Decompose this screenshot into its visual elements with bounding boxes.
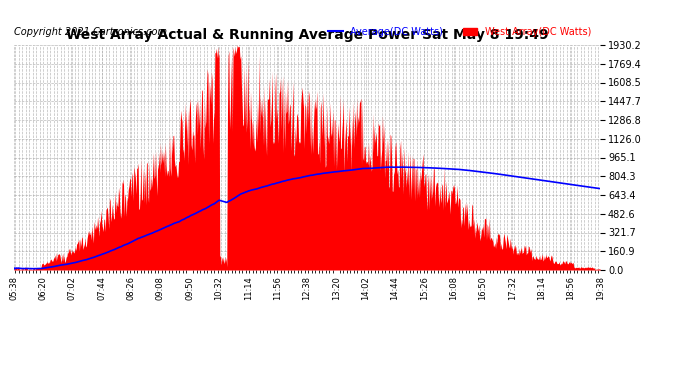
Title: West Array Actual & Running Average Power Sat May 8 19:49: West Array Actual & Running Average Powe… [66, 28, 549, 42]
Text: Copyright 2021 Cartronics.com: Copyright 2021 Cartronics.com [14, 27, 167, 37]
Legend: Average(DC Watts), West Array(DC Watts): Average(DC Watts), West Array(DC Watts) [324, 23, 595, 40]
